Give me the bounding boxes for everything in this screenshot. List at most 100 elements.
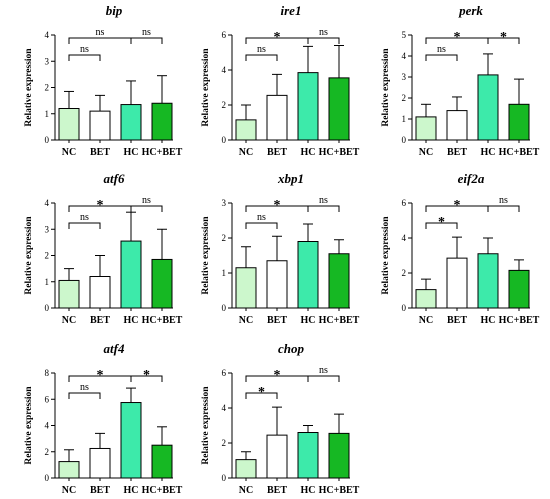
significance-label: ns [319,195,328,206]
y-tick-label: 0 [45,135,50,145]
significance-bracket [130,375,163,382]
bar-HC [297,241,319,309]
y-tick-label: 3 [45,224,50,234]
significance-label: * [258,385,265,400]
y-tick-label: 1 [222,268,227,278]
significance-bracket [307,205,340,212]
significance-label: ns [80,44,89,55]
significance-label: * [97,198,104,213]
category-label: BET [90,315,110,326]
category-label: NC [239,315,253,326]
bar-BET [266,260,288,309]
bar-HC [477,74,499,141]
y-tick-label: 1 [45,277,50,287]
significance-label: * [97,368,104,383]
y-tick-label: 2 [45,83,50,93]
chart-title: xbp1 [277,171,304,186]
y-tick-label: 4 [402,51,407,61]
category-label: HC+BET [319,485,360,496]
bar-BET [266,434,288,479]
category-label: HC+BET [499,315,540,326]
significance-label: ns [142,195,151,206]
bar-NC [415,289,437,309]
chart-panel-xbp1: xbp1 0 1 2 3 Relative expression NC BET HC HC+BET… [201,171,360,326]
significance-label: * [438,215,445,230]
bar-HC+BET [151,258,173,309]
significance-bracket [130,37,163,44]
significance-label: * [143,368,150,383]
chart-panel-atf4: atf4 0 2 4 6 8 Relative expression NC BET HC HC+BE… [24,341,183,496]
category-label: HC+BET [142,147,183,158]
significance-bracket [307,375,340,382]
category-label: NC [419,315,433,326]
significance-bracket [245,54,278,61]
y-tick-label: 0 [402,303,407,313]
category-label: BET [267,485,287,496]
bar-HC+BET [328,253,350,309]
significance-label: ns [257,44,266,55]
y-tick-label: 4 [222,65,227,75]
significance-bracket [68,392,101,399]
chart-panel-atf6: atf6 0 1 2 3 4 Relative expression NC BET HC HC+BE… [24,171,183,326]
category-label: NC [239,147,253,158]
category-label: HC [124,485,139,496]
chart-panel-ire1: ire1 0 2 4 6 Relative expression NC BET HC HC+BET… [201,3,360,158]
significance-bracket [487,205,520,212]
significance-label: ns [80,382,89,393]
y-tick-label: 5 [402,30,407,40]
bar-HC [297,72,319,141]
y-tick-label: 4 [45,421,50,431]
bar-HC+BET [328,77,350,141]
chart-title: eif2a [458,171,485,186]
category-label: HC+BET [142,485,183,496]
category-label: HC [301,147,316,158]
category-label: NC [62,315,76,326]
chart-panel-eif2a: eif2a 0 2 4 6 Relative expression NC BET HC HC+BE… [381,171,540,326]
bar-BET [446,110,468,141]
y-tick-label: 1 [45,109,50,119]
category-label: NC [62,147,76,158]
bar-HC [297,432,319,479]
category-label: HC+BET [319,147,360,158]
bar-NC [235,459,257,479]
y-axis-label: Relative expression [24,386,34,465]
bar-BET [89,110,111,141]
bar-NC [235,267,257,309]
bar-HC [120,240,142,309]
bar-HC+BET [508,269,530,309]
y-tick-label: 6 [402,198,407,208]
significance-bracket [487,37,520,44]
bar-BET [266,94,288,141]
category-label: HC+BET [319,315,360,326]
y-axis-label: Relative expression [381,216,391,295]
category-label: BET [447,147,467,158]
category-label: HC [301,485,316,496]
significance-label: ns [96,27,105,38]
bar-BET [89,276,111,309]
significance-label: * [454,30,461,45]
y-tick-label: 2 [45,447,50,457]
y-tick-label: 0 [222,135,227,145]
y-tick-label: 0 [222,303,227,313]
chart-panel-bip: bip 0 1 2 3 4 Relative expression NC BET HC HC+BET… [24,3,183,158]
y-axis-label: Relative expression [201,216,211,295]
category-label: BET [267,315,287,326]
bar-HC [120,104,142,141]
y-axis-label: Relative expression [201,386,211,465]
category-label: NC [419,147,433,158]
y-tick-label: 0 [402,135,407,145]
significance-label: * [274,368,281,383]
significance-label: ns [80,212,89,223]
y-tick-label: 2 [222,100,227,110]
y-tick-label: 0 [45,473,50,483]
bar-BET [89,447,111,479]
significance-label: * [500,30,507,45]
y-tick-label: 4 [45,198,50,208]
bar-HC [120,402,142,479]
bar-HC+BET [151,444,173,479]
significance-label: ns [257,212,266,223]
chart-title: atf4 [104,341,125,356]
significance-bracket [130,205,163,212]
chart-title: bip [106,3,123,18]
